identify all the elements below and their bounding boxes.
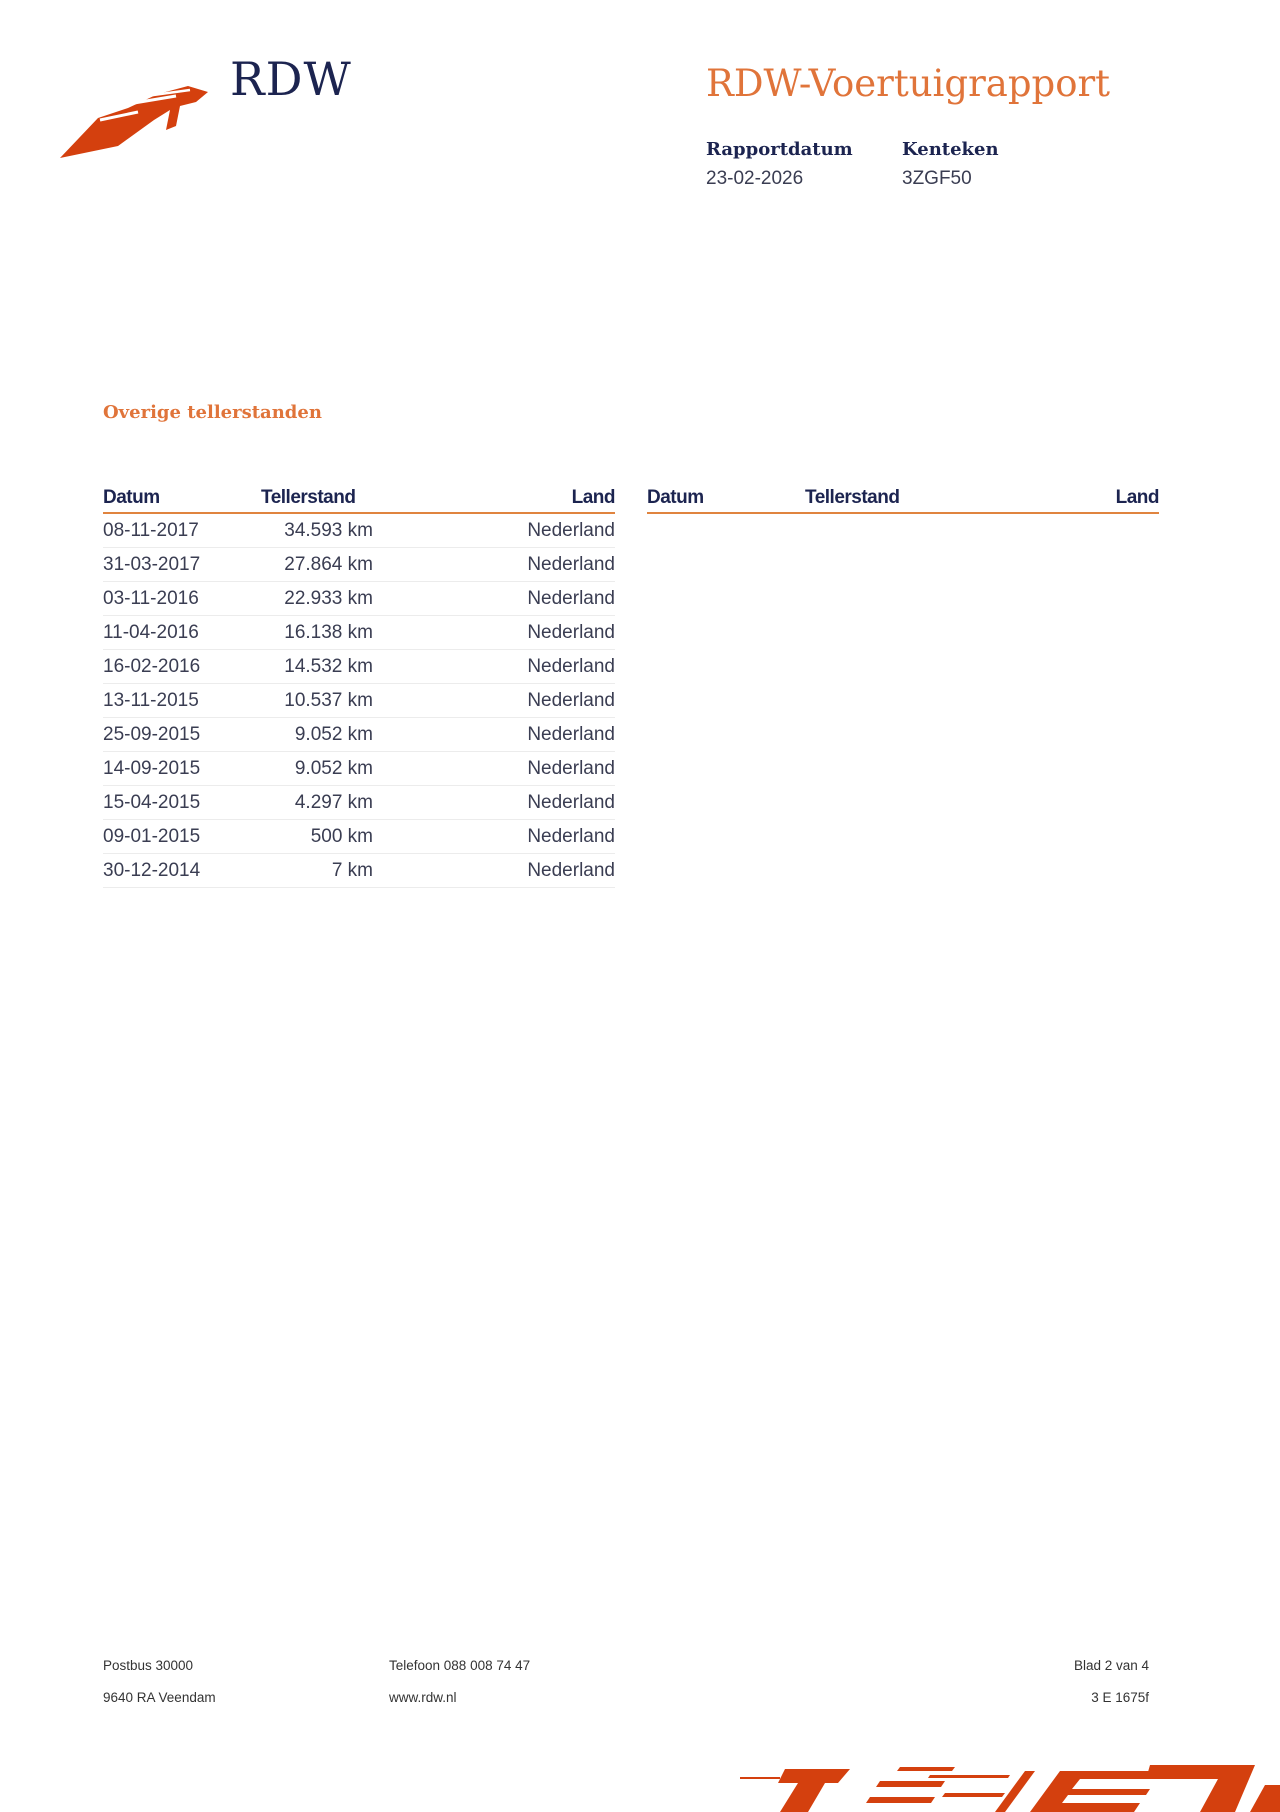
report-date-label: Rapportdatum [706, 139, 853, 160]
table-row: 30-12-2014 7 km Nederland [103, 853, 615, 888]
odometer-table-left: Datum Tellerstand Land 08-11-2017 34.593 … [103, 486, 616, 888]
cell-datum: 30-12-2014 [103, 853, 261, 888]
column-header-tellerstand: Tellerstand [261, 486, 373, 514]
cell-datum: 31-03-2017 [103, 547, 261, 582]
cell-tellerstand: 9.052 km [261, 751, 373, 786]
rdw-logo-icon [60, 86, 208, 158]
cell-land: Nederland [373, 853, 615, 888]
cell-tellerstand: 27.864 km [261, 547, 373, 582]
brand-name: RDW [230, 52, 352, 106]
cell-land: Nederland [373, 513, 615, 548]
cell-datum: 25-09-2015 [103, 717, 261, 752]
page-title: RDW-Voertuigrapport [706, 62, 1111, 105]
cell-tellerstand: 10.537 km [261, 683, 373, 718]
column-header-datum: Datum [103, 486, 261, 514]
cell-land: Nederland [373, 683, 615, 718]
cell-tellerstand: 7 km [261, 853, 373, 888]
cell-tellerstand: 500 km [261, 819, 373, 854]
cell-tellerstand: 4.297 km [261, 785, 373, 820]
column-header-land: Land [373, 486, 616, 514]
page-number: Blad 2 van 4 [1073, 1658, 1149, 1673]
table-row: 15-04-2015 4.297 km Nederland [103, 785, 615, 820]
column-header-land: Land [917, 486, 1160, 514]
footer-phone: Telefoon 088 008 74 47 [389, 1658, 531, 1673]
cell-datum: 09-01-2015 [103, 819, 261, 854]
cell-tellerstand: 14.532 km [261, 649, 373, 684]
cell-tellerstand: 16.138 km [261, 615, 373, 650]
table-row: 11-04-2016 16.138 km Nederland [103, 615, 615, 650]
table-row: 14-09-2015 9.052 km Nederland [103, 751, 615, 786]
cell-datum: 11-04-2016 [103, 615, 261, 650]
footer-address-line1: Postbus 30000 [103, 1658, 194, 1673]
cell-datum: 13-11-2015 [103, 683, 261, 718]
table-row: 08-11-2017 34.593 km Nederland [103, 513, 615, 548]
cell-datum: 08-11-2017 [103, 513, 261, 548]
table-row: 09-01-2015 500 km Nederland [103, 819, 615, 854]
cell-land: Nederland [373, 819, 615, 854]
footer-website: www.rdw.nl [389, 1690, 457, 1705]
cell-land: Nederland [373, 649, 615, 684]
table-row: 03-11-2016 22.933 km Nederland [103, 581, 615, 616]
footer-address-line2: 9640 RA Veendam [103, 1690, 216, 1705]
column-header-datum: Datum [647, 486, 805, 514]
section-title: Overige tellerstanden [103, 402, 322, 423]
cell-land: Nederland [373, 785, 615, 820]
table-row: 16-02-2016 14.532 km Nederland [103, 649, 615, 684]
cell-tellerstand: 9.052 km [261, 717, 373, 752]
cell-datum: 14-09-2015 [103, 751, 261, 786]
cell-land: Nederland [373, 615, 615, 650]
cell-datum: 15-04-2015 [103, 785, 261, 820]
report-date-value: 23-02-2026 [706, 168, 804, 189]
odometer-table-right: Datum Tellerstand Land [647, 486, 1160, 514]
table-row: 31-03-2017 27.864 km Nederland [103, 547, 615, 582]
column-header-tellerstand: Tellerstand [805, 486, 917, 514]
license-plate-value: 3ZGF50 [902, 168, 972, 189]
cell-land: Nederland [373, 751, 615, 786]
cell-datum: 16-02-2016 [103, 649, 261, 684]
document-code: 3 E 1675f [1091, 1690, 1149, 1705]
cell-datum: 03-11-2016 [103, 581, 261, 616]
table-row: 13-11-2015 10.537 km Nederland [103, 683, 615, 718]
cell-tellerstand: 22.933 km [261, 581, 373, 616]
cell-land: Nederland [373, 717, 615, 752]
table-row: 25-09-2015 9.052 km Nederland [103, 717, 615, 752]
cell-tellerstand: 34.593 km [261, 513, 373, 548]
license-plate-label: Kenteken [902, 139, 999, 160]
cell-land: Nederland [373, 547, 615, 582]
rdw-footer-logo-icon [740, 1765, 1280, 1812]
cell-land: Nederland [373, 581, 615, 616]
